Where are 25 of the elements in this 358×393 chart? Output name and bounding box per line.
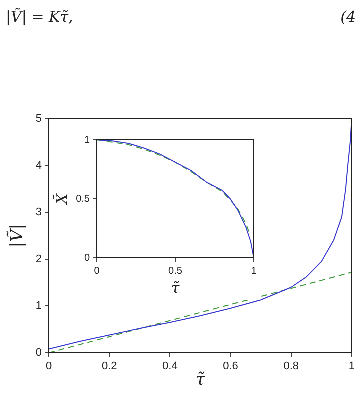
- y-tick-label: 3: [36, 206, 42, 219]
- y-tick-label: 0.5: [76, 194, 90, 205]
- y-tick-label: 4: [36, 160, 42, 172]
- text: |Ṽ| = Kτ̃,: [6, 8, 74, 26]
- y-tick-label: 2: [36, 253, 42, 266]
- y-tick-label: 1: [84, 134, 90, 146]
- y-tick-label: 0: [84, 252, 90, 264]
- x-axis-title: τ̃: [196, 370, 206, 390]
- y-tick-label: 1: [36, 300, 42, 312]
- x-tick-label: 0.2: [102, 360, 118, 373]
- x-tick-label: 1: [251, 266, 258, 277]
- text: (4: [340, 8, 356, 26]
- x-tick-label: 0: [46, 360, 52, 373]
- y-tick-label: 5: [36, 113, 42, 126]
- y-axis-title: |Ṽ|: [6, 224, 28, 248]
- y-axis-title: X̃: [52, 192, 71, 206]
- x-tick-label: 0.6: [223, 360, 238, 373]
- x-tick-label: 0: [94, 266, 100, 277]
- x-axis-title: τ̃: [171, 278, 180, 297]
- x-tick-label: 0.5: [168, 266, 183, 277]
- line-series: [97, 140, 251, 235]
- x-tick-label: 0.8: [284, 360, 299, 373]
- x-tick-label: 1: [348, 360, 356, 373]
- y-tick-label: 0: [36, 347, 42, 360]
- x-tick-label: 0.4: [162, 360, 178, 373]
